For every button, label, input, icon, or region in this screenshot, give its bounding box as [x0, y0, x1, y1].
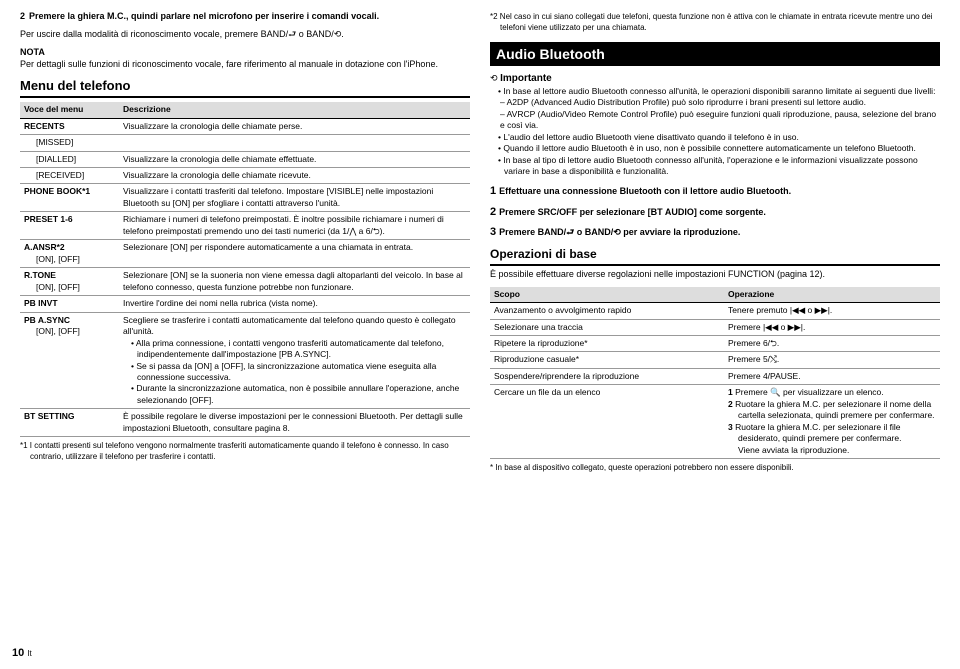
menu-desc: È possibile regolare le diverse impostaz… — [119, 409, 470, 437]
ops-op: Premere 4/PAUSE. — [724, 368, 940, 384]
ops-scope: Sospendere/riprendere la riproduzione — [490, 368, 724, 384]
step-number: 2 — [20, 11, 25, 21]
table-row: PHONE BOOK*1Visualizzare i contatti tras… — [20, 184, 470, 212]
menu-title: Menu del telefono — [20, 77, 470, 99]
ops-scope: Cercare un file da un elenco — [490, 385, 724, 459]
nota-body: Per dettagli sulle funzioni di riconosci… — [20, 58, 470, 70]
menu-key: RECENTS — [20, 118, 119, 134]
ops-op: Premere 5/⤭. — [724, 352, 940, 368]
menu-desc: Visualizzare la cronologia delle chiamat… — [119, 151, 470, 167]
ops-intro: È possibile effettuare diverse regolazio… — [490, 268, 940, 280]
ops-table: Scopo Operazione Avanzamento o avvolgime… — [490, 287, 940, 460]
table-row: R.TONE[ON], [OFF]Selezionare [ON] se la … — [20, 268, 470, 296]
bt-step-3-text: Premere BAND/⮐ o BAND/⟲ per avviare la r… — [499, 227, 740, 237]
footnote-1: *1 I contatti presenti sul telefono veng… — [20, 441, 470, 463]
menu-key: PB INVT — [20, 296, 119, 312]
menu-key: PRESET 1-6 — [20, 212, 119, 240]
table-row: Sospendere/riprendere la riproduzionePre… — [490, 368, 940, 384]
step-2: 2 Premere la ghiera M.C., quindi parlare … — [20, 10, 470, 22]
ops-scope: Avanzamento o avvolgimento rapido — [490, 303, 724, 319]
ops-op: Tenere premuto |◀◀ o ▶▶|. — [724, 303, 940, 319]
menu-th-desc: Descrizione — [119, 102, 470, 118]
bt-step-1: 1Effettuare una connessione Bluetooth co… — [490, 184, 940, 199]
bt-step-1-text: Effettuare una connessione Bluetooth con… — [499, 186, 791, 196]
menu-desc: Scegliere se trasferire i contatti autom… — [119, 312, 470, 409]
menu-desc: Selezionare [ON] per rispondere automati… — [119, 240, 470, 268]
importante-list: • In base al lettore audio Bluetooth con… — [490, 86, 940, 178]
menu-key: A.ANSR*2[ON], [OFF] — [20, 240, 119, 268]
table-row: Riproduzione casuale*Premere 5/⤭. — [490, 352, 940, 368]
ops-op: Premere 6/⮌. — [724, 336, 940, 352]
ops-footnote: * In base al dispositivo collegato, ques… — [490, 463, 940, 474]
step-num-1: 1 — [490, 185, 496, 197]
menu-key: [RECEIVED] — [20, 167, 119, 183]
importante-bullet: • L'audio del lettore audio Bluetooth vi… — [498, 132, 940, 143]
ops-op: 1 Premere 🔍 per visualizzare un elenco.2… — [724, 385, 940, 459]
importante-bullet: – AVRCP (Audio/Video Remote Control Prof… — [500, 109, 940, 132]
step-num-2: 2 — [490, 206, 496, 218]
ops-th-scope: Scopo — [490, 287, 724, 303]
table-row: PRESET 1-6Richiamare i numeri di telefon… — [20, 212, 470, 240]
footnote-2: *2 Nel caso in cui siano collegati due t… — [490, 12, 940, 34]
nota-heading: NOTA — [20, 46, 470, 58]
ops-scope: Selezionare una traccia — [490, 319, 724, 335]
menu-key: BT SETTING — [20, 409, 119, 437]
ops-th-op: Operazione — [724, 287, 940, 303]
table-row: Avanzamento o avvolgimento rapidoTenere … — [490, 303, 940, 319]
table-row: [MISSED] — [20, 135, 470, 151]
menu-desc: Invertire l'ordine dei nomi nella rubric… — [119, 296, 470, 312]
table-row: Ripetere la riproduzione*Premere 6/⮌. — [490, 336, 940, 352]
importante-label: Importante — [500, 73, 552, 84]
importante-bullet: • Quando il lettore audio Bluetooth è in… — [498, 143, 940, 154]
menu-key: PB A.SYNC[ON], [OFF] — [20, 312, 119, 409]
table-row: A.ANSR*2[ON], [OFF]Selezionare [ON] per … — [20, 240, 470, 268]
bt-step-2: 2Premere SRC/OFF per selezionare [BT AUD… — [490, 205, 940, 220]
step-num-3: 3 — [490, 226, 496, 238]
menu-key: PHONE BOOK*1 — [20, 184, 119, 212]
ops-scope: Ripetere la riproduzione* — [490, 336, 724, 352]
audio-bluetooth-title: Audio Bluetooth — [490, 42, 940, 67]
left-column: 2 Premere la ghiera M.C., quindi parlare … — [20, 10, 470, 659]
table-row: [DIALLED]Visualizzare la cronologia dell… — [20, 151, 470, 167]
table-row: PB A.SYNC[ON], [OFF]Scegliere se trasfer… — [20, 312, 470, 409]
right-column: *2 Nel caso in cui siano collegati due t… — [490, 10, 940, 659]
table-row: Selezionare una tracciaPremere |◀◀ o ▶▶|… — [490, 319, 940, 335]
step-2-text: Premere la ghiera M.C., quindi parlare n… — [29, 11, 379, 21]
page-number: 10 It — [12, 646, 32, 661]
bt-step-2-text: Premere SRC/OFF per selezionare [BT AUDI… — [499, 207, 766, 217]
table-row: [RECEIVED]Visualizzare la cronologia del… — [20, 167, 470, 183]
menu-desc — [119, 135, 470, 151]
ops-scope: Riproduzione casuale* — [490, 352, 724, 368]
importante-bullet: • In base al tipo di lettore audio Bluet… — [498, 155, 940, 178]
importante-icon: ⟲ — [490, 73, 498, 83]
menu-desc: Visualizzare i contatti trasferiti dal t… — [119, 184, 470, 212]
table-row: Cercare un file da un elenco1 Premere 🔍 … — [490, 385, 940, 459]
menu-table: Voce del menu Descrizione RECENTSVisuali… — [20, 102, 470, 437]
menu-desc: Visualizzare la cronologia delle chiamat… — [119, 118, 470, 134]
menu-th-item: Voce del menu — [20, 102, 119, 118]
ops-title: Operazioni di base — [490, 246, 940, 266]
menu-key: [DIALLED] — [20, 151, 119, 167]
menu-desc: Richiamare i numeri di telefono preimpos… — [119, 212, 470, 240]
table-row: BT SETTINGÈ possibile regolare le divers… — [20, 409, 470, 437]
table-row: RECENTSVisualizzare la cronologia delle … — [20, 118, 470, 134]
menu-desc: Visualizzare la cronologia delle chiamat… — [119, 167, 470, 183]
importante-bullet: – A2DP (Advanced Audio Distribution Prof… — [500, 97, 940, 108]
page-number-value: 10 — [12, 647, 24, 659]
table-row: PB INVTInvertire l'ordine dei nomi nella… — [20, 296, 470, 312]
importante-row: ⟲ Importante — [490, 72, 940, 86]
importante-bullet: • In base al lettore audio Bluetooth con… — [498, 86, 940, 97]
menu-desc: Selezionare [ON] se la suoneria non vien… — [119, 268, 470, 296]
bt-step-3: 3Premere BAND/⮐ o BAND/⟲ per avviare la … — [490, 225, 940, 240]
exit-text: Per uscire dalla modalità di riconoscime… — [20, 28, 470, 40]
ops-op: Premere |◀◀ o ▶▶|. — [724, 319, 940, 335]
page-lang: It — [27, 649, 31, 658]
menu-key: R.TONE[ON], [OFF] — [20, 268, 119, 296]
menu-key: [MISSED] — [20, 135, 119, 151]
